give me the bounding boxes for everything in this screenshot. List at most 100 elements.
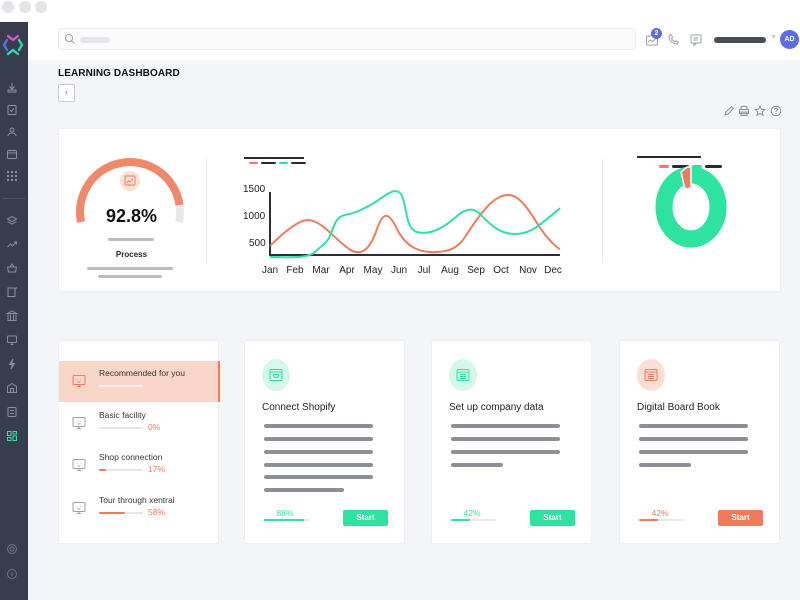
building-icon[interactable] <box>6 310 18 322</box>
search-icon <box>65 34 75 44</box>
x-tick: Nov <box>519 265 537 276</box>
gauge-label: Process <box>115 250 148 259</box>
start-button[interactable]: Start <box>343 510 388 526</box>
start-button[interactable]: Start <box>718 510 763 526</box>
calculator-icon[interactable] <box>6 406 18 418</box>
star-icon[interactable] <box>754 105 768 119</box>
gauge-value: 92.8% <box>105 206 158 226</box>
progress-percent: 42% <box>651 508 669 518</box>
task-card-digital-board-book: Digital Board Book 42% Start <box>619 340 780 544</box>
xentral-logo-icon[interactable] <box>2 30 24 60</box>
grid-icon[interactable] <box>6 170 18 182</box>
list-item-basic-facility[interactable]: Basic facility 0% <box>59 403 220 444</box>
sidebar-divider <box>3 198 25 199</box>
x-tick: Oct <box>493 265 509 276</box>
x-tick: Sep <box>467 265 485 276</box>
gauge-caption-line <box>98 275 162 278</box>
window-maximize-button[interactable] <box>35 1 47 13</box>
progress-track <box>639 519 684 521</box>
text-placeholder-line <box>451 424 560 428</box>
x-tick: Jul <box>418 265 431 276</box>
lightning-icon[interactable] <box>6 358 18 370</box>
y-tick: 500 <box>249 238 266 249</box>
start-button[interactable]: Start <box>530 510 575 526</box>
text-placeholder-line <box>264 488 344 492</box>
task-card-company-data: Set up company data 42% Start <box>431 340 592 544</box>
monitor-icon <box>71 500 87 516</box>
list-item-tour[interactable]: Tour through xentral 58% <box>59 488 220 529</box>
avatar[interactable]: AD <box>780 30 799 49</box>
search-input[interactable] <box>58 28 636 50</box>
x-tick: Aug <box>441 265 459 276</box>
progress-track <box>99 427 143 429</box>
donut-chart <box>629 149 759 269</box>
list-item-recommended[interactable]: Recommended for you <box>59 361 220 402</box>
document-list-icon <box>449 359 477 391</box>
x-tick: Dec <box>544 265 562 276</box>
window-minimize-button[interactable] <box>19 1 31 13</box>
text-placeholder-line <box>639 437 748 441</box>
dashboard-icon[interactable] <box>6 430 18 442</box>
back-button[interactable]: ‹ <box>58 84 75 102</box>
task-card-connect-shopify: Connect Shopify 88% Start <box>244 340 405 544</box>
x-tick: May <box>364 265 383 276</box>
y-tick: 1500 <box>243 184 266 195</box>
download-icon[interactable] <box>6 82 18 94</box>
layers-icon[interactable] <box>6 215 18 227</box>
divider <box>602 159 603 263</box>
calendar-icon[interactable] <box>6 148 18 160</box>
text-placeholder-line <box>451 437 560 441</box>
text-placeholder-line <box>639 424 748 428</box>
main-content: LEARNING DASHBOARD ‹ 92.8% Process <box>28 60 800 600</box>
chat-icon[interactable] <box>689 33 703 47</box>
tasks-icon[interactable] <box>6 286 18 298</box>
chart-icon <box>120 171 140 191</box>
chart-legend <box>244 157 306 164</box>
page-title: LEARNING DASHBOARD <box>58 68 180 79</box>
divider <box>206 159 207 263</box>
info-icon[interactable] <box>6 568 18 580</box>
text-placeholder-line <box>264 450 373 454</box>
sidebar <box>0 22 28 600</box>
x-tick: Mar <box>312 265 330 276</box>
x-tick: Jun <box>391 265 407 276</box>
monitor-icon[interactable] <box>6 334 18 346</box>
text-placeholder-line <box>264 424 373 428</box>
list-item-shop-connection[interactable]: Shop connection 17% <box>59 445 220 486</box>
learning-list: Recommended for you Basic facility 0% Sh… <box>58 340 220 544</box>
progress-percent: 42% <box>463 508 481 518</box>
print-icon[interactable] <box>738 105 752 119</box>
user-name[interactable] <box>714 37 766 43</box>
progress-track <box>451 519 496 521</box>
progress-percent: 88% <box>276 508 294 518</box>
phone-icon[interactable] <box>666 33 680 47</box>
monitor-icon <box>71 457 87 473</box>
warehouse-icon[interactable] <box>6 382 18 394</box>
text-placeholder-line <box>639 463 691 467</box>
chevron-down-icon[interactable]: ▼ <box>770 34 777 41</box>
x-tick: Apr <box>339 265 355 276</box>
list-item-label: Basic facility <box>99 410 146 420</box>
progress-track <box>264 519 309 521</box>
search-placeholder <box>80 37 110 43</box>
users-icon[interactable] <box>6 126 18 138</box>
task-title: Connect Shopify <box>262 402 336 413</box>
top-bar: 2 ▼ AD <box>28 22 800 60</box>
document-icon[interactable] <box>6 104 18 116</box>
monitor-icon <box>71 415 87 431</box>
help-icon[interactable] <box>770 105 784 119</box>
stats-card: 92.8% Process 1500 <box>58 128 781 292</box>
progress-percent: 58% <box>148 507 166 517</box>
progress-track <box>99 385 143 387</box>
gauge-divider <box>108 238 154 241</box>
trending-icon[interactable] <box>6 238 18 250</box>
text-placeholder-line <box>451 463 503 467</box>
basket-icon[interactable] <box>6 262 18 274</box>
x-tick: Feb <box>286 265 304 276</box>
progress-percent: 0% <box>148 422 161 432</box>
window-close-button[interactable] <box>2 1 14 13</box>
edit-icon[interactable] <box>723 105 737 119</box>
text-placeholder-line <box>451 450 560 454</box>
settings-icon[interactable] <box>6 543 18 555</box>
